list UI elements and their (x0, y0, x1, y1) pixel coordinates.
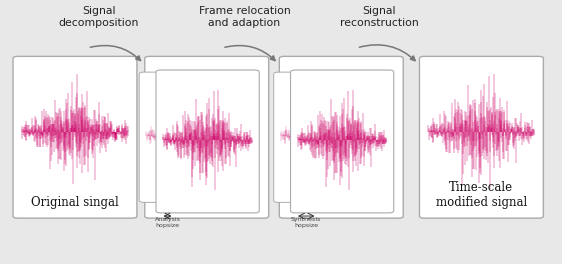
Text: Time-scale
modified signal: Time-scale modified signal (436, 181, 527, 209)
FancyBboxPatch shape (156, 70, 259, 213)
FancyBboxPatch shape (291, 70, 394, 213)
FancyBboxPatch shape (13, 56, 137, 218)
Text: Frame relocation
and adaption: Frame relocation and adaption (199, 6, 291, 27)
FancyArrowPatch shape (225, 45, 275, 60)
FancyBboxPatch shape (279, 56, 403, 218)
Text: Synthesis
hopsize: Synthesis hopsize (291, 217, 321, 228)
Text: Signal
reconstruction: Signal reconstruction (340, 6, 419, 27)
FancyBboxPatch shape (145, 56, 269, 218)
FancyBboxPatch shape (274, 72, 369, 202)
Text: Signal
decomposition: Signal decomposition (58, 6, 139, 27)
FancyArrowPatch shape (359, 45, 415, 61)
Text: Synthesis frames: Synthesis frames (291, 196, 392, 209)
FancyArrowPatch shape (90, 45, 140, 60)
Text: Analysis frames: Analysis frames (160, 196, 253, 209)
Text: Analysis
hopsize: Analysis hopsize (155, 217, 180, 228)
FancyBboxPatch shape (419, 56, 543, 218)
Text: Original singal: Original singal (31, 196, 119, 209)
FancyBboxPatch shape (139, 72, 234, 202)
